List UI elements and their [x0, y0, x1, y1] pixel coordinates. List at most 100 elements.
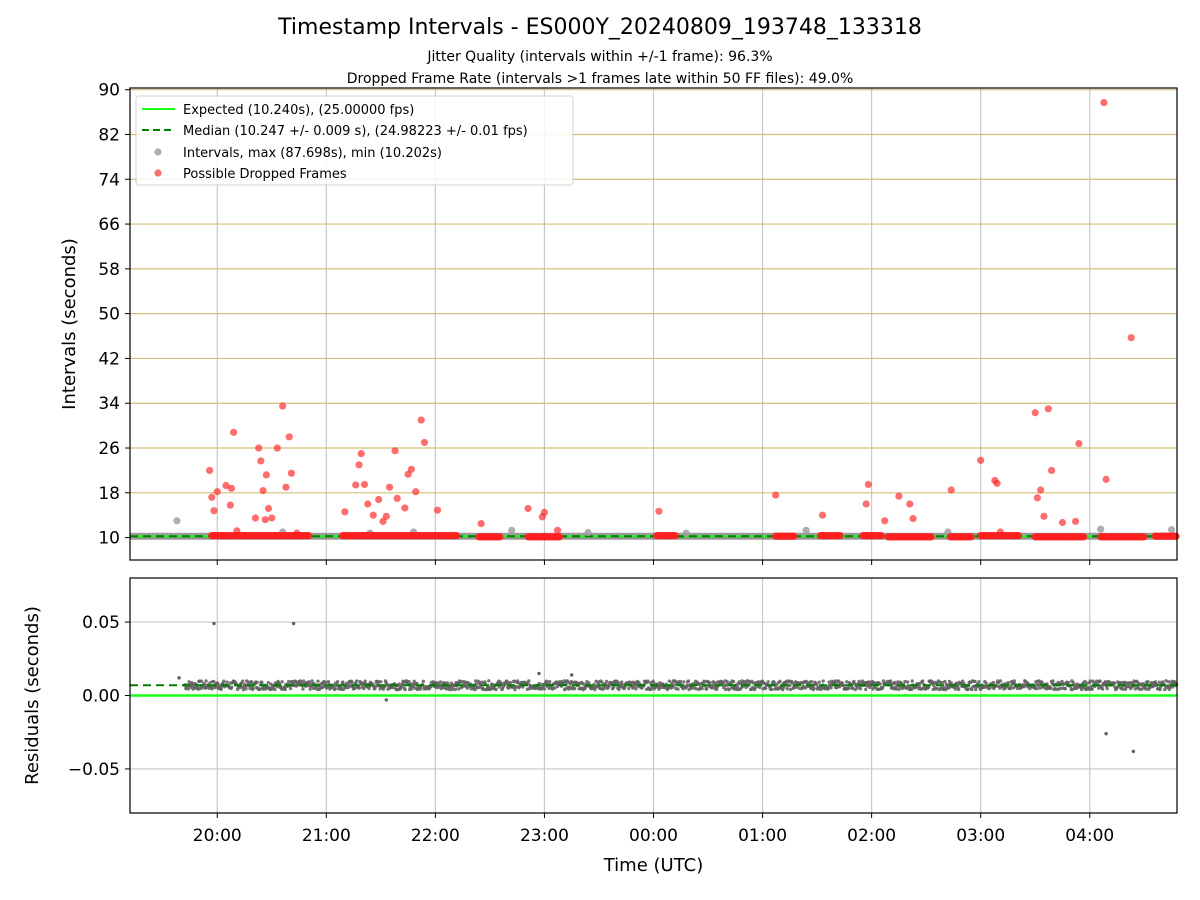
residual-point	[788, 687, 793, 692]
residual-point	[987, 686, 992, 691]
dropped-frame-point	[259, 486, 267, 495]
dropped-frame-point	[285, 433, 293, 441]
dropped-frame-point	[208, 493, 216, 501]
dropped-frame-point	[230, 428, 238, 436]
residual-point	[457, 687, 461, 691]
residual-point	[1087, 687, 1091, 691]
residual-point	[1063, 686, 1068, 691]
residual-point	[1105, 686, 1109, 691]
dropped-frame-point	[227, 484, 236, 492]
dropped-frame-point	[385, 483, 394, 491]
residual-point	[858, 687, 863, 691]
residual-point	[547, 679, 552, 684]
residual-point	[619, 680, 624, 684]
legend-dropped-swatch	[154, 169, 162, 177]
residual-point	[1164, 679, 1168, 683]
residual-point	[186, 687, 191, 691]
residual-point	[953, 687, 958, 691]
residual-point	[222, 679, 226, 683]
dropped-frame-point	[1040, 512, 1048, 520]
residual-point	[1051, 679, 1055, 683]
dropped-frame-point	[1071, 517, 1080, 525]
residual-point	[973, 687, 978, 692]
x-tick-label: 03:00	[956, 826, 1005, 846]
residual-point	[301, 687, 305, 691]
residual-point	[357, 686, 361, 690]
dropped-frame-point	[996, 528, 1004, 536]
residual-point	[335, 679, 340, 684]
dropped-frame-point	[273, 444, 281, 452]
dropped-frame-point	[1015, 532, 1023, 540]
residual-point	[537, 671, 541, 676]
residual-point	[514, 685, 518, 689]
residual-point	[513, 687, 517, 692]
residual-point	[881, 685, 885, 689]
residual-point	[788, 683, 792, 688]
dropped-frame-point	[433, 506, 442, 514]
residual-point	[570, 673, 574, 677]
residual-point	[949, 681, 954, 685]
residual-point	[602, 686, 606, 691]
residual-point	[860, 679, 865, 683]
residual-point	[1098, 679, 1102, 683]
residual-point	[970, 687, 974, 692]
residual-point	[204, 679, 208, 683]
residual-point	[451, 687, 455, 692]
residual-point	[465, 686, 469, 690]
dropped-frame-point	[977, 456, 985, 464]
residual-point	[943, 679, 947, 684]
x-tick-label: 23:00	[520, 826, 569, 846]
dropped-frame-point	[452, 532, 461, 540]
residual-point	[249, 680, 253, 684]
residual-point	[604, 679, 609, 684]
residual-point	[905, 680, 910, 684]
residuals-axes: 20:00 21:00 22:00 23:00 00:00 01:00 02:00 03:00…	[22, 577, 1178, 876]
dropped-frame-point	[772, 491, 780, 499]
residual-point	[562, 679, 566, 683]
residual-point	[1085, 681, 1089, 685]
residual-point	[1158, 687, 1162, 692]
residual-point	[984, 681, 988, 685]
dropped-frame-point	[352, 481, 360, 489]
residuals-y-axis-label: Residuals (seconds)	[22, 606, 43, 785]
residual-point	[977, 680, 981, 684]
dropped-frame-point	[401, 504, 409, 512]
dropped-frame-point	[1075, 439, 1083, 448]
x-tick-label: 21:00	[302, 826, 351, 846]
residual-point	[694, 687, 698, 691]
residual-point	[672, 683, 676, 688]
residual-point	[888, 679, 893, 683]
residuals-y-tick-label: 0.05	[82, 613, 120, 633]
residual-point	[553, 686, 557, 690]
residual-point	[735, 684, 740, 689]
dropped-frame-point	[420, 438, 429, 447]
residual-point	[362, 686, 366, 691]
dropped-frame-point	[355, 461, 363, 469]
dropped-frame-point	[1031, 409, 1039, 417]
residual-point	[407, 679, 411, 684]
residual-point	[391, 686, 395, 690]
residual-point	[373, 684, 378, 688]
residual-point	[1107, 680, 1111, 684]
interval-point	[584, 528, 592, 537]
residual-point	[795, 685, 800, 690]
residual-point	[1008, 686, 1013, 691]
residual-point	[634, 687, 638, 691]
residual-point	[241, 687, 246, 692]
intervals-y-tick-label: 26	[98, 439, 120, 459]
residual-point	[703, 680, 707, 684]
dropped-frame-point	[251, 514, 260, 522]
dropped-frame-point	[293, 529, 301, 537]
dropped-frame-point	[255, 444, 263, 452]
residual-point	[678, 679, 683, 684]
residual-point	[286, 679, 291, 684]
dropped-frame-point	[287, 469, 296, 477]
dropped-frame-point	[877, 532, 885, 540]
residuals-y-tick-label: −0.05	[68, 760, 120, 780]
dropped-frame-point	[540, 508, 549, 517]
residual-point	[316, 679, 320, 683]
residual-point	[341, 680, 345, 684]
residual-point	[853, 687, 857, 692]
residual-point	[857, 679, 861, 684]
dropped-frame-point	[1033, 494, 1041, 502]
